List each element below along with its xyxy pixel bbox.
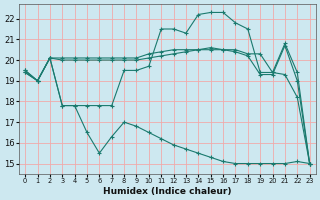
X-axis label: Humidex (Indice chaleur): Humidex (Indice chaleur) [103, 187, 232, 196]
